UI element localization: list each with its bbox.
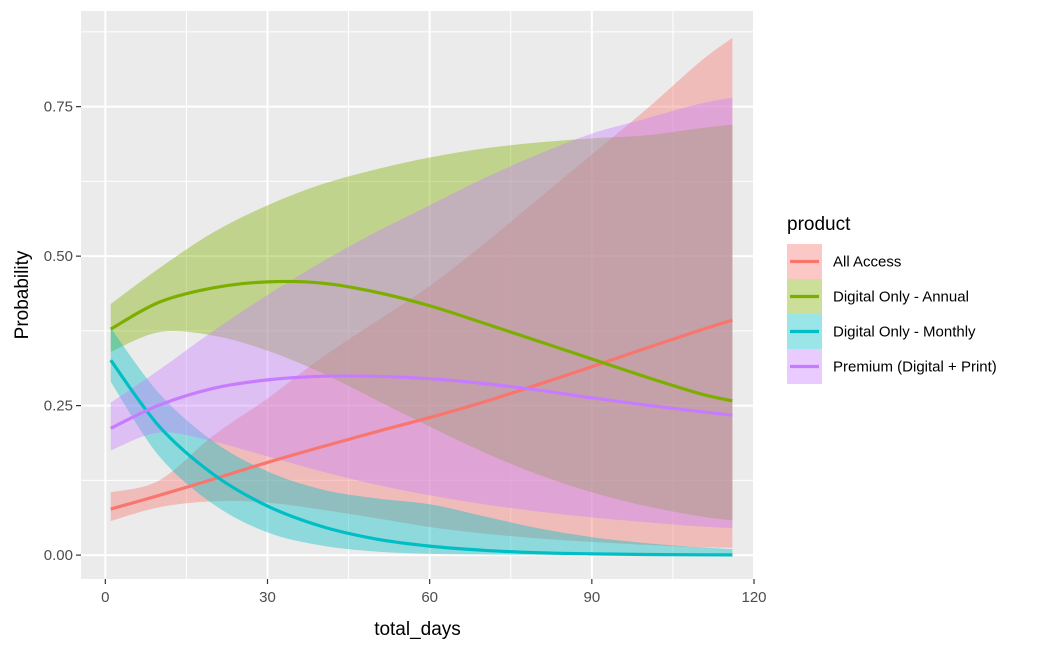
ribbon-digital-only-monthly [110, 327, 733, 556]
y-tick-label: 0.75 [44, 99, 73, 116]
y-tick-label: 0.50 [44, 248, 73, 265]
x-tick-label: 60 [421, 589, 438, 606]
y-axis-title: Probability [12, 250, 33, 339]
legend: product All Access Digital Only - Annual D… [787, 214, 997, 384]
legend-title: product [787, 214, 851, 235]
line-digital-only-annual [109, 279, 733, 403]
legend-label-all-access: All Access [833, 254, 901, 271]
legend-label-premium-digital-print: Premium (Digital + Print) [833, 359, 997, 376]
line-digital-only-monthly [109, 359, 733, 557]
x-axis-title: total_days [374, 619, 461, 640]
series-lines [109, 279, 733, 557]
y-tick-label: 0.00 [44, 547, 73, 564]
x-tick-label: 120 [741, 589, 766, 606]
y-tick-label: 0.25 [44, 398, 73, 415]
x-tick-label: 30 [259, 589, 276, 606]
major-gridlines [81, 11, 755, 579]
legend-label-digital-only-annual: Digital Only - Annual [833, 289, 969, 306]
x-tick-label: 0 [101, 589, 109, 606]
y-axis: 0.00 0.25 0.50 0.75 [44, 99, 81, 564]
x-axis: 0 30 60 90 120 [101, 579, 767, 606]
ribbon-all-access [110, 37, 733, 548]
ribbon-digital-only-annual [110, 124, 733, 521]
line-all-access [110, 318, 733, 511]
ribbon-premium-digital-print [110, 97, 733, 529]
line-premium-digital-print [110, 374, 733, 430]
confidence-ribbons [110, 37, 733, 556]
x-tick-label: 90 [583, 589, 600, 606]
legend-label-digital-only-monthly: Digital Only - Monthly [833, 324, 976, 341]
